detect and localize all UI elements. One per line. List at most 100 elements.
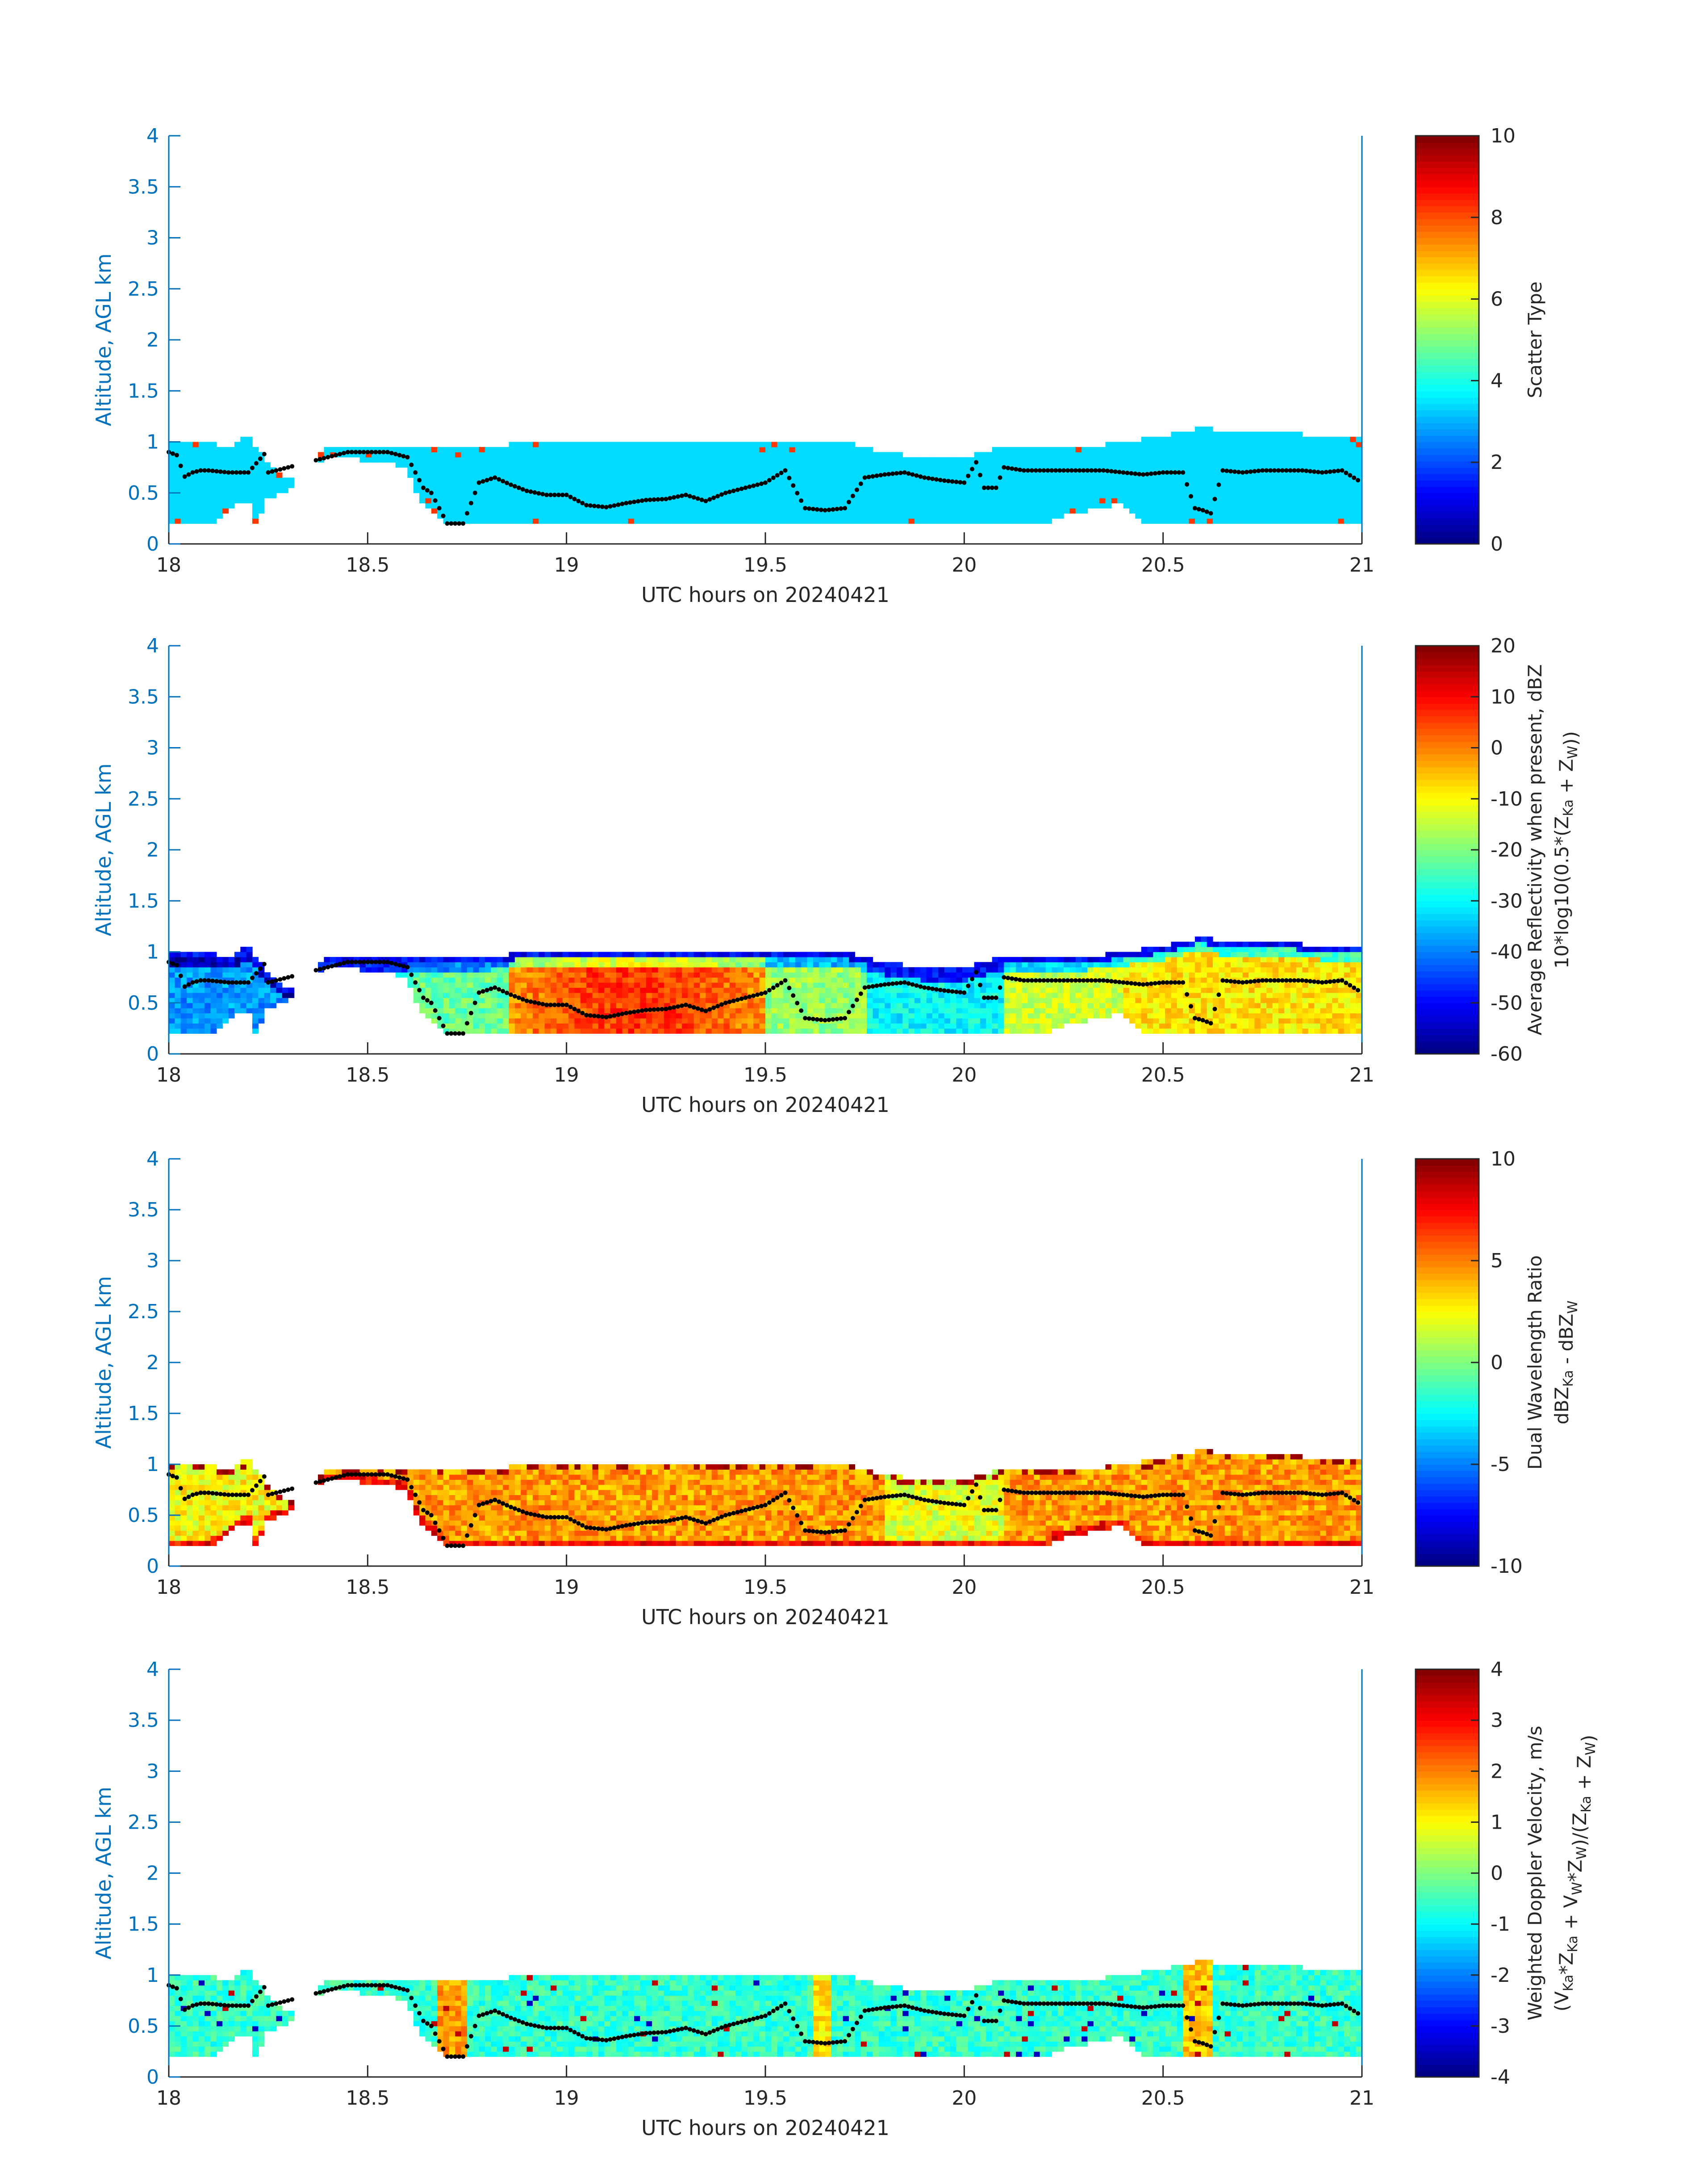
detection-dot [628, 500, 633, 505]
heatmap-cell [711, 518, 718, 524]
heatmap-cell [169, 518, 175, 524]
heatmap-cell [187, 447, 193, 452]
heatmap-cell [860, 967, 867, 973]
heatmap-cell [622, 977, 629, 983]
heatmap-cell [551, 472, 557, 478]
heatmap-cell [992, 967, 998, 973]
heatmap-cell [789, 493, 796, 498]
heatmap-cell [622, 452, 629, 458]
heatmap-cell [1260, 503, 1267, 509]
heatmap-cell [855, 1028, 861, 1034]
heatmap-cell [192, 987, 199, 993]
heatmap-cell [741, 513, 748, 519]
heatmap-cell [616, 992, 622, 998]
heatmap-cell [580, 1003, 587, 1008]
detection-dot [858, 481, 863, 486]
heatmap-cell [920, 992, 927, 998]
heatmap-cell [759, 447, 766, 452]
heatmap-cell [789, 457, 796, 463]
heatmap-cell [765, 962, 772, 968]
heatmap-cell [747, 488, 754, 493]
heatmap-cell [533, 1008, 539, 1014]
heatmap-cell [664, 1023, 670, 1029]
heatmap-cell [437, 967, 444, 973]
heatmap-cell [837, 457, 844, 463]
heatmap-cell [771, 447, 778, 452]
heatmap-cell [192, 1018, 199, 1024]
heatmap-cell [449, 992, 455, 998]
heatmap-cell [885, 498, 891, 504]
heatmap-cell [634, 987, 641, 993]
detection-dot [1002, 465, 1006, 470]
heatmap-cell [1260, 457, 1267, 463]
heatmap-cell [938, 503, 945, 509]
heatmap-cell [741, 1003, 748, 1008]
heatmap-cell [419, 967, 426, 973]
heatmap-cell [885, 493, 891, 498]
heatmap-cell [682, 957, 688, 962]
heatmap-cell [175, 513, 181, 519]
heatmap-cell [509, 442, 515, 447]
heatmap-cell [849, 972, 855, 978]
heatmap-cell [568, 477, 575, 483]
heatmap-cell [234, 462, 241, 468]
heatmap-cell [544, 992, 551, 998]
heatmap-cell [455, 452, 462, 458]
heatmap-cell [711, 503, 718, 509]
heatmap-cell [1045, 518, 1052, 524]
heatmap-cell [1314, 488, 1321, 493]
heatmap-cell [1123, 442, 1130, 447]
heatmap-cell [467, 467, 473, 473]
heatmap-cell [932, 508, 939, 514]
heatmap-cell [175, 967, 181, 973]
heatmap-cell [783, 452, 790, 458]
heatmap-cell [526, 498, 533, 504]
heatmap-cell [556, 967, 563, 973]
heatmap-cell [902, 987, 909, 993]
detection-dot [409, 462, 414, 467]
heatmap-cell [723, 952, 730, 957]
heatmap-cell [1159, 513, 1165, 519]
heatmap-cell [622, 477, 629, 483]
heatmap-cell [950, 467, 957, 473]
heatmap-cell [562, 488, 569, 493]
heatmap-cell [497, 503, 503, 509]
heatmap-cell [807, 972, 814, 978]
heatmap-cell [1194, 462, 1201, 468]
heatmap-cell [1326, 498, 1332, 504]
heatmap-cell [1052, 513, 1058, 519]
heatmap-cell [867, 513, 873, 519]
heatmap-cell [586, 467, 593, 473]
heatmap-cell [246, 947, 253, 953]
heatmap-cell [551, 518, 557, 524]
heatmap-cell [723, 442, 730, 447]
colorbar-segment [1416, 180, 1479, 188]
heatmap-cell [1016, 498, 1023, 504]
heatmap-cell [688, 472, 694, 478]
heatmap-cell [908, 493, 915, 498]
heatmap-cell [551, 513, 557, 519]
heatmap-cell [526, 477, 533, 483]
heatmap-cell [1320, 452, 1327, 458]
heatmap-cell [1207, 437, 1213, 443]
heatmap-cell [580, 472, 587, 478]
heatmap-cell [467, 957, 473, 962]
heatmap-cell [860, 513, 867, 519]
heatmap-cell [592, 1018, 599, 1024]
heatmap-cell [1027, 508, 1034, 514]
heatmap-cell [1272, 477, 1279, 483]
heatmap-cell [1016, 462, 1023, 468]
heatmap-cell [216, 992, 223, 998]
heatmap-cell [443, 1013, 450, 1019]
heatmap-cell [1332, 508, 1339, 514]
heatmap-cell [455, 482, 462, 488]
heatmap-cell [795, 1013, 802, 1019]
heatmap-cell [1231, 482, 1237, 488]
heatmap-cell [718, 1023, 724, 1029]
heatmap-cell [896, 1003, 903, 1008]
heatmap-cell [431, 1013, 438, 1019]
heatmap-cell [795, 457, 802, 463]
heatmap-cell [1284, 477, 1291, 483]
heatmap-cell [646, 447, 652, 452]
heatmap-cell [658, 957, 664, 962]
